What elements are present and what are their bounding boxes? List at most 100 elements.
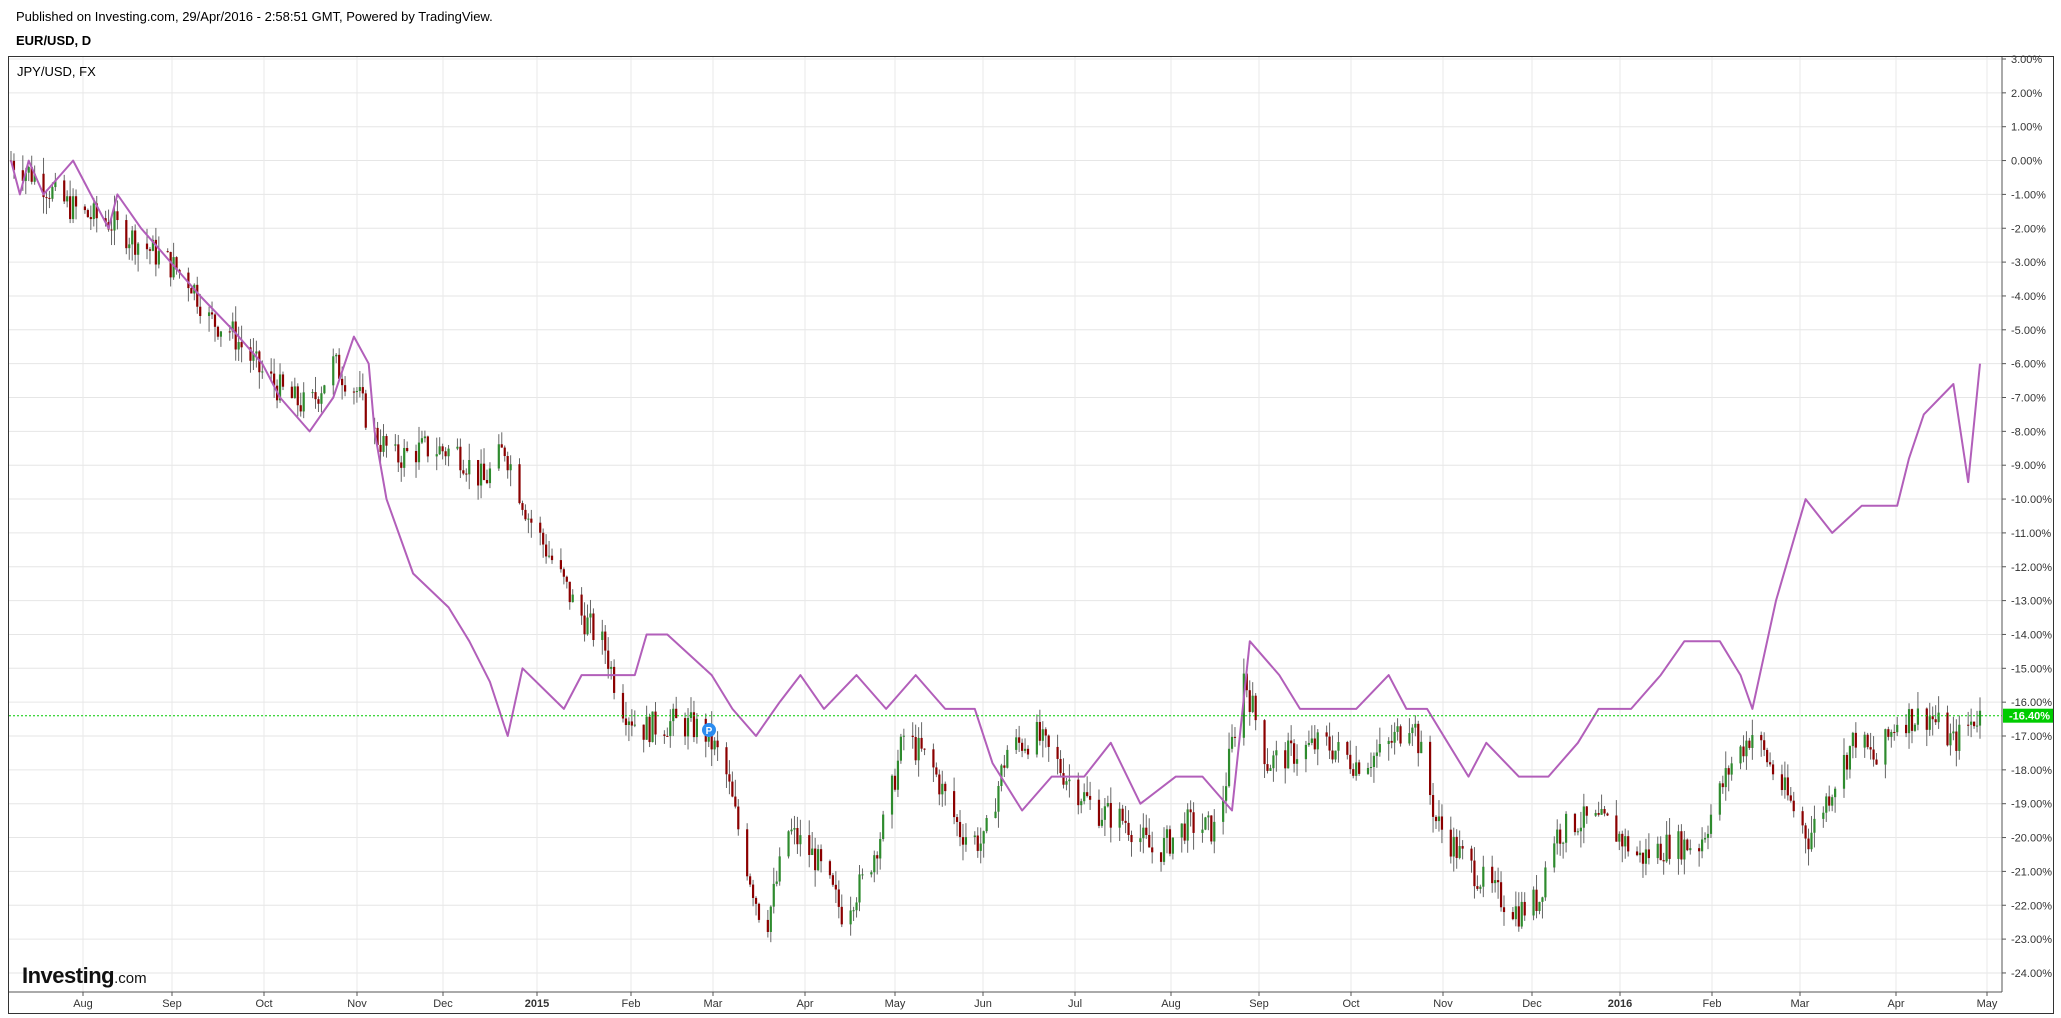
x-tick-label: Aug: [73, 998, 93, 1010]
candle-body: [976, 835, 979, 851]
y-tick-label: -10.00%: [2011, 494, 2052, 506]
candle-body: [1449, 829, 1452, 857]
candle-body: [51, 187, 54, 199]
candle-body: [21, 170, 24, 181]
candle-body: [932, 749, 935, 768]
candle-body: [187, 272, 190, 289]
candle-body: [941, 783, 944, 795]
candle-body: [1928, 716, 1931, 730]
candle-body: [817, 849, 820, 871]
candle-body: [1372, 755, 1376, 767]
last-price-badge: [2003, 708, 2053, 723]
candle-body: [914, 737, 917, 761]
candle-body: [1227, 748, 1231, 787]
candle-body: [376, 427, 379, 445]
candle-body: [148, 249, 152, 251]
candle-body: [1038, 721, 1041, 741]
candle-body: [355, 390, 359, 393]
y-tick-label: -19.00%: [2011, 799, 2052, 811]
candle-body: [145, 243, 149, 250]
candle-body: [772, 883, 775, 907]
candle-body: [837, 889, 840, 907]
candle-body: [1130, 834, 1133, 843]
candle-body: [1822, 812, 1825, 819]
candle-body: [1680, 831, 1683, 860]
candle-body: [793, 828, 796, 830]
candle-body: [237, 342, 240, 350]
candle-body: [955, 817, 959, 822]
candle-body: [1532, 889, 1535, 916]
candle-body: [54, 180, 57, 188]
candle-body: [1845, 754, 1849, 770]
y-tick-label: -24.00%: [2011, 968, 2052, 980]
candle-body: [116, 211, 119, 221]
candle-body: [258, 351, 261, 373]
candle-body: [1851, 732, 1854, 747]
candle-body: [113, 211, 116, 231]
candle-body: [1124, 820, 1127, 823]
candle-body: [1662, 860, 1665, 862]
x-tick-label: 2016: [1608, 998, 1632, 1010]
candle-body: [1180, 823, 1183, 838]
candle-body: [751, 884, 755, 898]
candle-body: [33, 173, 36, 182]
candle-body: [1621, 833, 1624, 847]
jpy-usd-line: [10, 159, 1981, 812]
x-tick-label: Mar: [704, 998, 723, 1010]
candle-body: [1709, 814, 1713, 834]
candle-body: [154, 239, 157, 265]
candle-body: [858, 874, 861, 903]
candle-body: [42, 173, 45, 198]
candle-body: [231, 321, 234, 332]
candle-body: [1502, 907, 1506, 913]
candle-body: [1934, 719, 1937, 723]
candle-body: [1210, 815, 1213, 842]
candle-body: [479, 463, 483, 486]
candle-body: [938, 774, 941, 795]
candle-body: [1949, 733, 1952, 746]
candle-body: [131, 230, 134, 245]
chart-symbol-title: EUR/USD, D: [16, 33, 92, 48]
x-axis-ticks: Aug Sep Oct Nov Dec 2015 Feb Mar Apr May Jun Jul Aug…: [9, 991, 2002, 1010]
candle-body: [1059, 758, 1062, 774]
candle-body: [831, 875, 834, 885]
candle-body: [1127, 822, 1130, 835]
candle-body: [1047, 735, 1050, 747]
candle-body: [1089, 795, 1092, 800]
candle-body: [361, 387, 364, 394]
candle-body: [586, 617, 589, 635]
candle-body: [1535, 889, 1538, 911]
candle-body: [199, 306, 202, 317]
candle-body: [1869, 747, 1872, 750]
candle-body: [710, 725, 713, 750]
candle-body: [1514, 906, 1517, 920]
candle-body: [1023, 748, 1027, 751]
candle-body: [435, 454, 438, 457]
candle-body: [1780, 774, 1784, 791]
candle-body: [1183, 823, 1186, 841]
candle-body: [166, 251, 169, 253]
candle-body: [1192, 812, 1195, 833]
candle-body: [1904, 724, 1908, 734]
candle-body: [935, 767, 938, 775]
y-tick-label: -8.00%: [2011, 426, 2046, 438]
candle-body: [1266, 764, 1269, 771]
y-tick-label: -16.00%: [2011, 697, 2052, 709]
candle-body: [1437, 816, 1441, 822]
x-tick-label: May: [1977, 998, 1998, 1010]
candle-body: [1233, 736, 1237, 738]
candle-body: [95, 203, 98, 219]
candle-body: [1600, 809, 1603, 815]
candle-body: [964, 837, 968, 845]
candle-body: [1955, 731, 1958, 751]
candle-body: [734, 796, 737, 807]
candle-body: [1021, 742, 1024, 751]
y-tick-label: -17.00%: [2011, 731, 2052, 743]
candle-body: [1907, 709, 1911, 734]
candle-body: [840, 906, 843, 925]
candle-body: [796, 828, 799, 845]
candle-body: [757, 903, 761, 920]
candle-body: [879, 839, 882, 859]
pin-marker: [702, 723, 716, 737]
